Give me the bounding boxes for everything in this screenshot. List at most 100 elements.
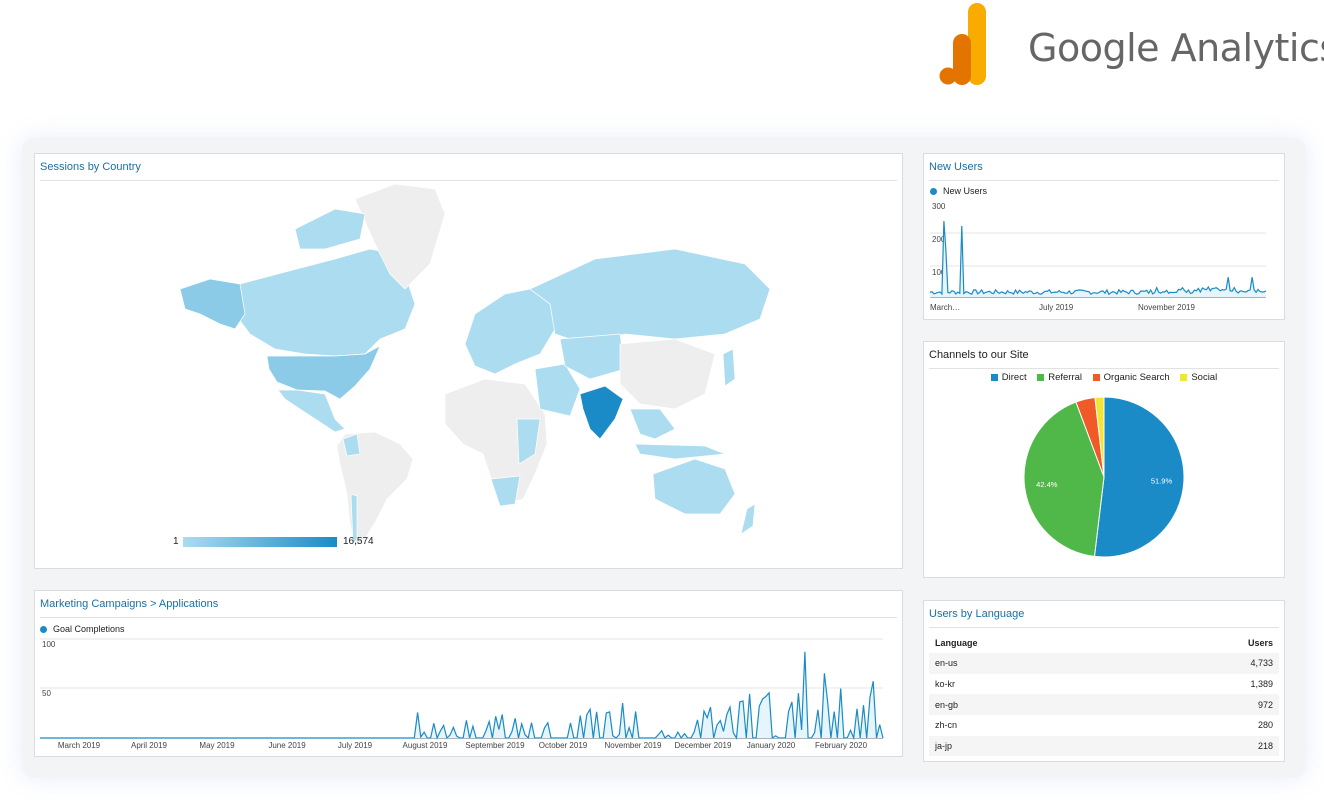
legend-label: Goal Completions: [53, 624, 125, 634]
divider: [929, 368, 1279, 369]
chart-legend: New Users: [930, 186, 987, 196]
channels-pie-chart[interactable]: 51.9% 42.4%: [924, 342, 1286, 579]
table-row[interactable]: ja-jp 218: [929, 735, 1279, 757]
map-region-south-africa: [490, 475, 521, 507]
legend-item-referral[interactable]: Referral: [1037, 372, 1082, 383]
legend-dot-icon: [40, 626, 47, 634]
pie-slice-referral[interactable]: [1023, 401, 1105, 557]
pie-data-label: 42.4%: [1036, 480, 1058, 489]
logo-text: Google Analytics: [1028, 26, 1324, 70]
legend-swatch-icon: [990, 373, 998, 381]
pie-slice-social[interactable]: [1094, 396, 1105, 478]
map-region-australia: [652, 458, 736, 515]
table-row[interactable]: zh-cn 280: [929, 715, 1279, 736]
y-tick-label: 100: [932, 268, 946, 277]
legend-swatch-icon: [1180, 373, 1188, 381]
x-tick-label: November 2019: [1138, 303, 1195, 312]
map-region-new-zealand: [740, 503, 756, 535]
map-region-usa: [266, 345, 381, 400]
new-users-line-chart[interactable]: 300 200 100 March… July 2019 November 20…: [924, 154, 1286, 321]
analytics-logo-icon: [939, 3, 986, 85]
x-tick-label: July 2019: [338, 741, 373, 750]
users-cell: 218: [1137, 735, 1279, 757]
map-region-mexico: [277, 389, 346, 433]
card-title[interactable]: Channels to our Site: [929, 349, 1029, 361]
legend-item-organic-search[interactable]: Organic Search: [1092, 372, 1170, 383]
language-cell: zh-cn: [935, 720, 958, 731]
divider: [40, 180, 897, 181]
x-tick-label: November 2019: [605, 741, 662, 750]
goal-completions-line-chart[interactable]: 100 50 March 2019 April 2019 May 2019 June …: [35, 591, 904, 758]
chart-legend: Goal Completions: [40, 624, 125, 634]
color-scale-bar: [183, 537, 337, 547]
google-analytics-logo: Google Analytics: [936, 0, 1324, 90]
x-tick-label: October 2019: [539, 741, 588, 750]
series-line: [40, 651, 884, 741]
world-map[interactable]: [35, 154, 904, 570]
y-tick-label: 100: [42, 640, 56, 649]
x-tick-label: August 2019: [403, 741, 448, 750]
table-row[interactable]: en-us 4,733: [929, 653, 1279, 674]
x-tick-label: September 2019: [465, 741, 525, 750]
users-cell: 4,733: [1137, 653, 1279, 674]
language-cell: ko-kr: [935, 679, 955, 690]
x-tick-label: January 2020: [747, 741, 796, 750]
column-header-users[interactable]: Users: [1247, 638, 1273, 648]
pie-slice-direct[interactable]: [1093, 396, 1185, 558]
table-row[interactable]: en-gb 972: [929, 694, 1279, 716]
table-header-row: Language Users: [929, 633, 1279, 653]
map-region-alaska: [179, 278, 246, 330]
map-region-greenland: [354, 183, 446, 290]
x-tick-label: April 2019: [131, 741, 168, 750]
y-tick-label: 300: [932, 202, 946, 211]
marketing-campaigns-card: Marketing Campaigns > Applications Goal …: [34, 590, 903, 757]
language-cell: ja-jp: [929, 735, 1138, 757]
map-region-southeast-asia: [629, 408, 676, 440]
legend-item-social[interactable]: Social: [1180, 372, 1217, 383]
series-line: [929, 221, 1267, 296]
legend-label: Social: [1191, 372, 1218, 383]
legend-label: Direct: [1001, 372, 1027, 383]
legend-swatch-icon: [1037, 373, 1045, 381]
legend-label: New Users: [943, 186, 988, 196]
series-area: [40, 651, 883, 738]
card-title[interactable]: Users by Language: [929, 608, 1025, 620]
legend-dot-icon: [930, 188, 937, 196]
card-title[interactable]: New Users: [929, 161, 983, 173]
y-tick-label: 200: [932, 235, 946, 244]
card-title[interactable]: Marketing Campaigns > Applications: [40, 598, 219, 610]
legend-swatch-icon: [1092, 373, 1100, 381]
x-tick-label: March…: [930, 303, 960, 312]
map-region-china: [619, 338, 716, 410]
channels-card: Channels to our Site Direct Referral Org…: [923, 341, 1285, 578]
legend-item-direct[interactable]: Direct: [990, 372, 1027, 383]
scale-min-label: 1: [173, 536, 179, 547]
map-region-chile: [350, 493, 358, 545]
language-cell: en-gb: [929, 694, 1138, 716]
x-tick-label: June 2019: [268, 741, 306, 750]
language-cell: en-us: [929, 653, 1138, 674]
users-by-language-card: Users by Language Language Users en-us 4,…: [923, 600, 1285, 762]
table-row[interactable]: ko-kr 1,389: [929, 674, 1279, 695]
divider: [40, 617, 897, 618]
column-header-language[interactable]: Language: [935, 638, 978, 648]
pie-data-label: 51.9%: [1151, 476, 1173, 485]
map-region-africa: [444, 378, 548, 505]
y-tick-label: 50: [42, 689, 51, 698]
series-area: [930, 221, 1266, 297]
map-region-indonesia: [634, 443, 726, 460]
map-region-europe: [464, 288, 556, 375]
card-title[interactable]: Sessions by Country: [40, 161, 141, 173]
map-region-canada: [234, 248, 416, 357]
users-cell: 1,389: [1250, 679, 1273, 690]
map-region-japan: [722, 348, 736, 387]
x-axis-ticks: March 2019 April 2019 May 2019 June 2019 Jul…: [58, 741, 868, 750]
map-region-colombia: [342, 433, 361, 457]
pie-legend: Direct Referral Organic Search Social: [924, 372, 1284, 383]
map-region-east-africa: [516, 418, 541, 465]
users-cell: 280: [1257, 720, 1273, 731]
legend-label: Organic Search: [1103, 372, 1170, 383]
divider: [929, 627, 1279, 628]
x-tick-label: February 2020: [815, 741, 868, 750]
users-cell: 972: [1137, 694, 1279, 716]
